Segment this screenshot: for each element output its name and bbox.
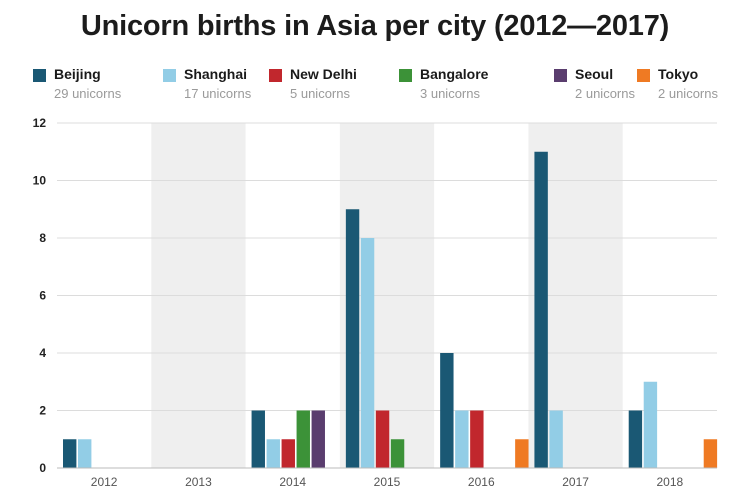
bar-new-delhi-2015 — [375, 410, 390, 468]
x-tick-label: 2016 — [468, 475, 495, 489]
x-tick-label: 2013 — [185, 475, 212, 489]
x-tick-label: 2017 — [562, 475, 589, 489]
bar-shanghai-2014 — [266, 439, 280, 468]
bar-bangalore-2014 — [296, 410, 310, 468]
bar-beijing-2017 — [534, 151, 548, 468]
y-tick-label: 0 — [39, 461, 46, 475]
bar-beijing-2015 — [345, 209, 360, 468]
y-tick-label: 10 — [33, 174, 47, 188]
legend-swatch — [33, 69, 46, 82]
y-tick-label: 2 — [39, 404, 46, 418]
x-tick-label: 2014 — [279, 475, 306, 489]
x-tick-label: 2012 — [91, 475, 118, 489]
bar-tokyo-2016 — [515, 439, 529, 468]
legend-swatch — [554, 69, 567, 82]
legend-label: New Delhi — [290, 66, 357, 82]
legend-count: 2 unicorns — [575, 86, 635, 101]
y-tick-label: 4 — [39, 346, 46, 360]
legend-label: Shanghai — [184, 66, 248, 82]
bar-bangalore-2015 — [390, 439, 405, 468]
x-tick-label: 2015 — [374, 475, 401, 489]
bar-shanghai-2016 — [455, 410, 469, 468]
x-tick-label: 2018 — [657, 475, 684, 489]
legend-label: Bangalore — [420, 66, 489, 82]
legend-count: 5 unicorns — [290, 86, 350, 101]
legend-swatch — [399, 69, 412, 82]
legend-swatch — [269, 69, 282, 82]
bar-seoul-2014 — [311, 410, 325, 468]
bar-tokyo-2018 — [703, 439, 718, 468]
legend-swatch — [163, 69, 176, 82]
legend: Beijing 29 unicorns Shanghai 17 unicorns New… — [33, 66, 733, 106]
bar-beijing-2016 — [440, 353, 454, 468]
y-tick-label: 8 — [39, 231, 46, 245]
chart-title: Unicorn births in Asia per city (2012—20… — [80, 10, 670, 42]
bar-shanghai-2017 — [549, 410, 563, 468]
bar-beijing-2018 — [628, 410, 643, 468]
bar-beijing-2014 — [251, 410, 265, 468]
bar-beijing-2012 — [63, 439, 77, 468]
legend-count: 3 unicorns — [420, 86, 480, 101]
bar-shanghai-2018 — [643, 381, 658, 468]
y-tick-label: 12 — [33, 116, 47, 130]
bar-shanghai-2012 — [78, 439, 92, 468]
legend-count: 2 unicorns — [658, 86, 718, 101]
legend-label: Beijing — [54, 66, 101, 82]
bar-new-delhi-2016 — [470, 410, 484, 468]
legend-label: Tokyo — [658, 66, 699, 82]
legend-count: 29 unicorns — [54, 86, 122, 101]
y-tick-label: 6 — [39, 289, 46, 303]
bar-new-delhi-2014 — [281, 439, 295, 468]
legend-swatch — [637, 69, 650, 82]
legend-label: Seoul — [575, 66, 614, 82]
bar-shanghai-2015 — [360, 238, 375, 468]
legend-count: 17 unicorns — [184, 86, 252, 101]
